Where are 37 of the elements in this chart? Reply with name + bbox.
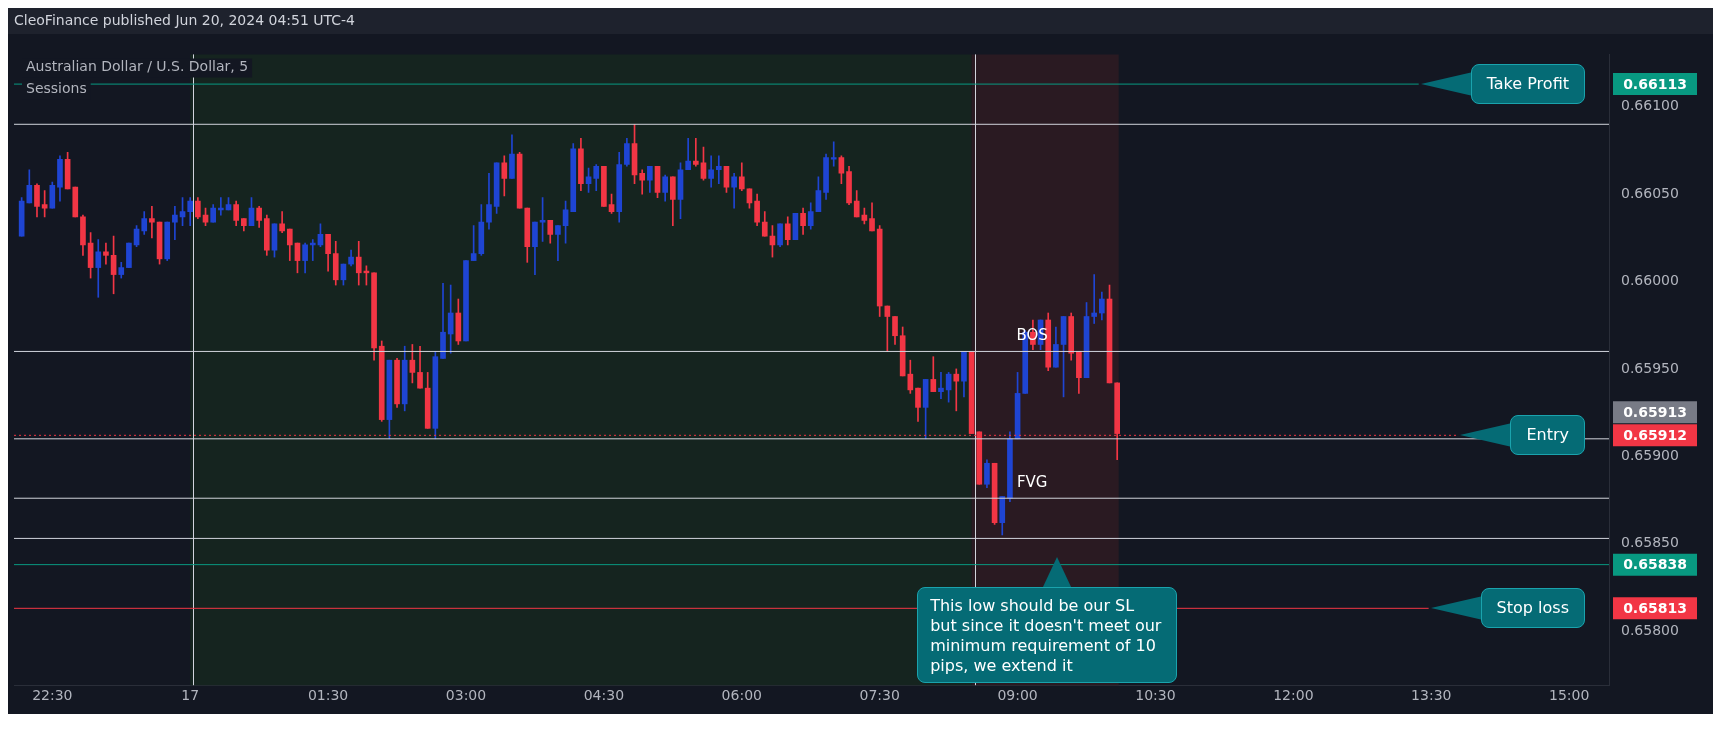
y-tick-label: 0.65912 (1623, 426, 1687, 443)
x-tick-label: 06:00 (721, 687, 762, 704)
text: CleoFinance published Jun 20, 2024 04:51 UTC-4 (13, 11, 357, 30)
ref-line-label: Entry (1510, 415, 1585, 456)
text: Sessions (26, 80, 87, 97)
y-tick-label: 0.65850 (1621, 534, 1679, 551)
y-tick-label: 0.66100 (1621, 97, 1679, 114)
y-tick-label: 0.66000 (1621, 272, 1679, 289)
y-tick-label: 0.65813 (1623, 599, 1687, 616)
ref-line-label: BOS (1016, 325, 1048, 344)
x-tick-label: 13:30 (1411, 687, 1452, 704)
y-tick-label: 0.65900 (1621, 446, 1679, 463)
x-tick-label: 22:30 (32, 687, 73, 704)
x-tick-label: 10:30 (1135, 687, 1176, 704)
ref-line-label: FVG (1016, 472, 1048, 491)
annotation: This low should be our SL but since it doesn't meet our minimum requirement of 10 pips, we extend it (930, 596, 1163, 677)
candlestick (463, 260, 469, 342)
y-tick-label: 0.65950 (1621, 359, 1679, 376)
candlestick (126, 242, 132, 268)
ref-line-label: Stop loss (1480, 588, 1585, 629)
y-tick-label: 0.66050 (1621, 184, 1679, 201)
x-tick-label: 07:30 (859, 687, 900, 704)
x-tick-label: 09:00 (997, 687, 1038, 704)
x-tick-label: 15:00 (1548, 687, 1590, 704)
x-tick-label: 12:00 (1273, 687, 1314, 704)
y-tick-label: 0.66113 (1623, 75, 1687, 92)
x-tick-label: 17 (181, 687, 200, 704)
x-tick-label: 04:30 (583, 687, 625, 704)
y-tick-label: 0.65838 (1623, 556, 1687, 573)
ref-line-label: Take Profit (1470, 64, 1585, 105)
candlestick (601, 165, 607, 207)
x-tick-label: 01:30 (307, 687, 349, 704)
text: 0.65913 (1623, 403, 1687, 420)
x-tick-label: 03:00 (445, 687, 487, 704)
y-tick-label: 0.65800 (1621, 621, 1679, 638)
chart-title: Australian Dollar / U.S. Dollar, 5 (26, 58, 249, 75)
candlestick (72, 186, 79, 218)
